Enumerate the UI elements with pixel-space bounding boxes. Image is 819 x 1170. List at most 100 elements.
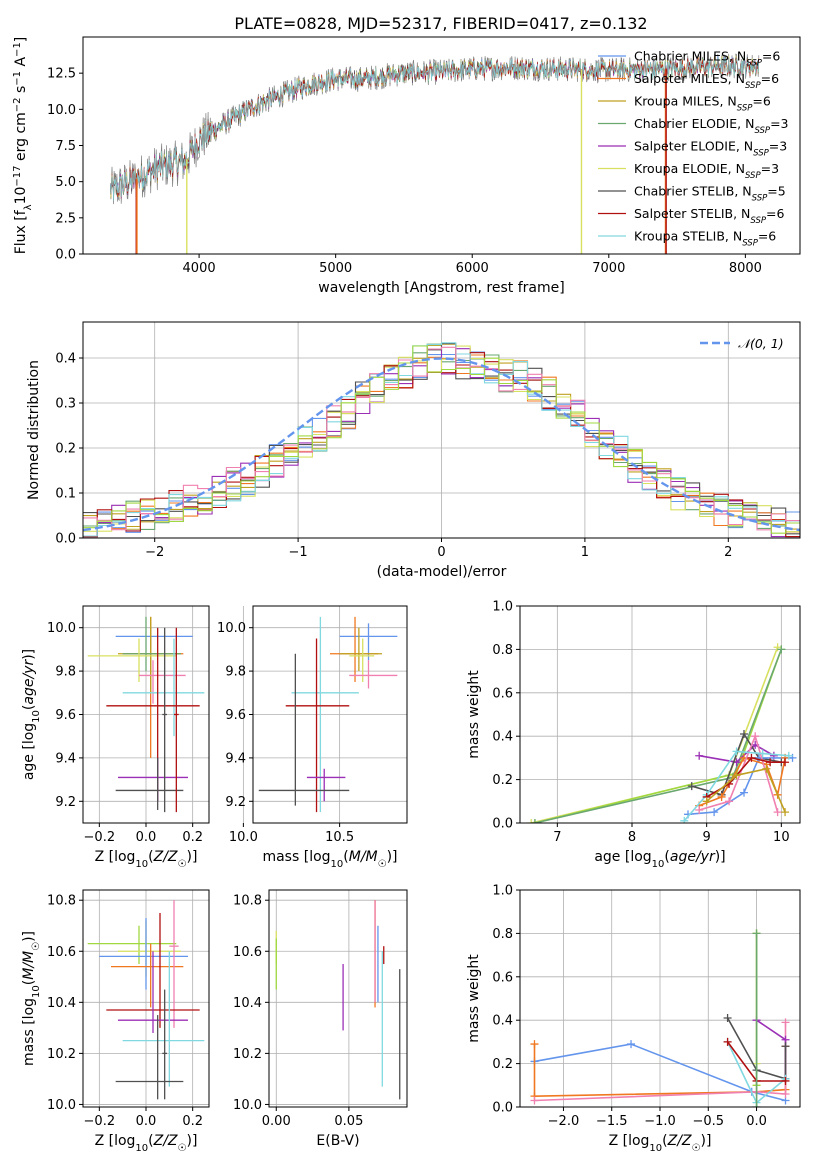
x-axis-label-part: 10 bbox=[135, 1143, 148, 1154]
x-axis-label: Z [log10(Z/Z☉)] bbox=[609, 1133, 712, 1154]
x-axis-label-part: 10 bbox=[649, 1143, 662, 1154]
y-axis-label-part: age [ bbox=[21, 744, 37, 780]
x-axis-label-part: ( bbox=[662, 1133, 667, 1149]
plot-area bbox=[527, 643, 797, 823]
mass-weight-marker bbox=[781, 1042, 790, 1051]
legend-label-value: =3 bbox=[761, 161, 779, 176]
y-tick-label: 0.6 bbox=[492, 686, 513, 701]
y-axis-label-part: ] bbox=[13, 37, 29, 42]
legend-label-value: =5 bbox=[767, 184, 785, 199]
legend-label-text: Salpeter STELIB, N bbox=[634, 206, 750, 221]
mass-weight-marker bbox=[723, 1014, 732, 1023]
y-axis-label: Normed distribution bbox=[26, 360, 42, 500]
x-tick-label: 8 bbox=[628, 830, 636, 845]
legend-label: Salpeter MILES, NSSP=6 bbox=[634, 71, 779, 91]
legend-label-sub: SSP bbox=[742, 239, 758, 249]
y-tick-label: 9.8 bbox=[225, 665, 246, 680]
plot-area bbox=[275, 900, 401, 1100]
plot-area bbox=[258, 616, 398, 813]
y-axis-label-part: −2 bbox=[12, 97, 23, 112]
y-tick-label: 10.0 bbox=[233, 1098, 262, 1113]
y-tick-label: 0.0 bbox=[55, 248, 76, 263]
mass-weight-marker bbox=[766, 758, 775, 767]
x-tick-label: −1.0 bbox=[644, 1114, 676, 1129]
x-axis-label-part: log bbox=[114, 1133, 135, 1149]
x-axis-label-part: M/M bbox=[349, 849, 378, 865]
x-axis-label-part: ( bbox=[343, 849, 348, 865]
x-axis-label-part: )] bbox=[701, 1133, 712, 1149]
x-axis-label-part: ☉ bbox=[692, 1143, 701, 1154]
y-axis-label-part: 10 bbox=[13, 187, 29, 205]
mass-weight-series-line bbox=[706, 767, 786, 813]
y-tick-label: 2.5 bbox=[55, 211, 76, 226]
x-axis-label-part: age [ bbox=[594, 849, 630, 865]
legend-label-text: Kroupa ELODIE, N bbox=[634, 161, 745, 176]
y-tick-label: 10.0 bbox=[217, 621, 246, 636]
residual-histogram-step bbox=[83, 342, 800, 537]
y-tick-label: 10.2 bbox=[47, 1047, 76, 1062]
x-tick-label: 0 bbox=[437, 545, 445, 560]
legend-label-value: =6 bbox=[752, 94, 770, 109]
legend-label: Salpeter ELODIE, NSSP=3 bbox=[634, 139, 787, 159]
mass-weight-series-line bbox=[698, 756, 786, 807]
y-axis-label-part: mass weight bbox=[466, 954, 482, 1043]
plot-area bbox=[87, 900, 205, 1100]
y-axis-label-part: )] bbox=[21, 649, 37, 660]
legend-label-text: Chabrier STELIB, N bbox=[634, 184, 752, 199]
mass-weight-marker bbox=[695, 751, 704, 760]
y-tick-label: 9.4 bbox=[55, 751, 76, 766]
mass-weight-marker bbox=[530, 1040, 539, 1049]
x-axis-label-part: Z/Z bbox=[153, 1133, 178, 1149]
x-axis-label-part: log bbox=[628, 1133, 649, 1149]
legend-label-sub: SSP bbox=[737, 104, 753, 114]
y-tick-label: 9.4 bbox=[225, 751, 246, 766]
y-tick-label: 1.0 bbox=[492, 600, 513, 615]
mass-weight-series-line bbox=[756, 1019, 787, 1079]
y-tick-label: 0.1 bbox=[55, 487, 76, 502]
x-axis-label-part: Z [ bbox=[609, 1133, 629, 1149]
y-axis-label-part: ☉ bbox=[31, 942, 42, 951]
mass-weight-marker bbox=[530, 1096, 539, 1105]
y-tick-label: 0.2 bbox=[492, 773, 513, 788]
x-tick-label: 0.0 bbox=[746, 1114, 767, 1129]
mass-weight-marker bbox=[717, 792, 726, 801]
x-axis-label-part: (data-model)/error bbox=[377, 564, 507, 580]
residual-histogram-step bbox=[83, 343, 800, 535]
spectrum-axes: 4000 5000 6000 7000 8000 0.0 2.5 5.0 7.5 10.0 12.5… bbox=[12, 36, 801, 296]
y-tick-label: 0.2 bbox=[55, 442, 76, 457]
age-vs-mass-axes: 10.0 10.5 9.2 9.4 9.6 9.8 10.0 mass [log10(M/M☉… bbox=[217, 605, 408, 870]
y-tick-label: 0.4 bbox=[55, 352, 76, 367]
legend-label: 𝒩(0, 1) bbox=[738, 336, 784, 351]
legend-label-value: =3 bbox=[770, 116, 788, 131]
legend-label-text: Chabrier ELODIE, N bbox=[634, 116, 754, 131]
y-tick-label: 10.4 bbox=[47, 996, 76, 1011]
y-tick-label: 9.6 bbox=[55, 708, 76, 723]
x-axis-label: Z [log10(Z/Z☉)] bbox=[95, 1133, 198, 1154]
mass-weight-marker bbox=[777, 645, 786, 654]
residual-histogram-step bbox=[83, 346, 800, 531]
model-spectrum-line bbox=[110, 57, 760, 201]
massweight-vs-metallicity-axes: −2.0 −1.5 −1.0 −0.5 0.0 0.0 0.2 0.4 0.6 0.8 1.0 Z [… bbox=[466, 884, 801, 1154]
y-axis-label-part: ( bbox=[21, 705, 37, 710]
legend-label-value: =6 bbox=[762, 49, 780, 64]
x-tick-label: −2.0 bbox=[548, 1114, 580, 1129]
legend-label: Kroupa STELIB, NSSP=6 bbox=[634, 229, 776, 249]
legend-label-sub: SSP bbox=[754, 126, 770, 136]
mass-weight-marker bbox=[784, 751, 793, 760]
y-axis-label-part: erg cm bbox=[13, 112, 29, 165]
y-tick-label: 10.6 bbox=[233, 945, 262, 960]
y-tick-label: 0.3 bbox=[55, 397, 76, 412]
y-tick-label: 0.0 bbox=[492, 1101, 513, 1116]
legend-label-sub: SSP bbox=[746, 59, 762, 69]
y-axis-label-part: )] bbox=[21, 931, 37, 942]
y-tick-label: 0.8 bbox=[492, 927, 513, 942]
x-axis-label-part: age/yr bbox=[670, 849, 716, 865]
plot-area bbox=[530, 929, 790, 1107]
x-axis-label-part: 10 bbox=[331, 859, 344, 870]
x-axis-label-part: ☉ bbox=[378, 859, 387, 870]
legend-label-value: =6 bbox=[766, 206, 784, 221]
legend-label: Chabrier MILES, NSSP=6 bbox=[634, 49, 780, 69]
residual-histogram-step bbox=[83, 345, 800, 534]
x-axis-label-part: )] bbox=[387, 849, 398, 865]
y-tick-label: 10.4 bbox=[233, 996, 262, 1011]
